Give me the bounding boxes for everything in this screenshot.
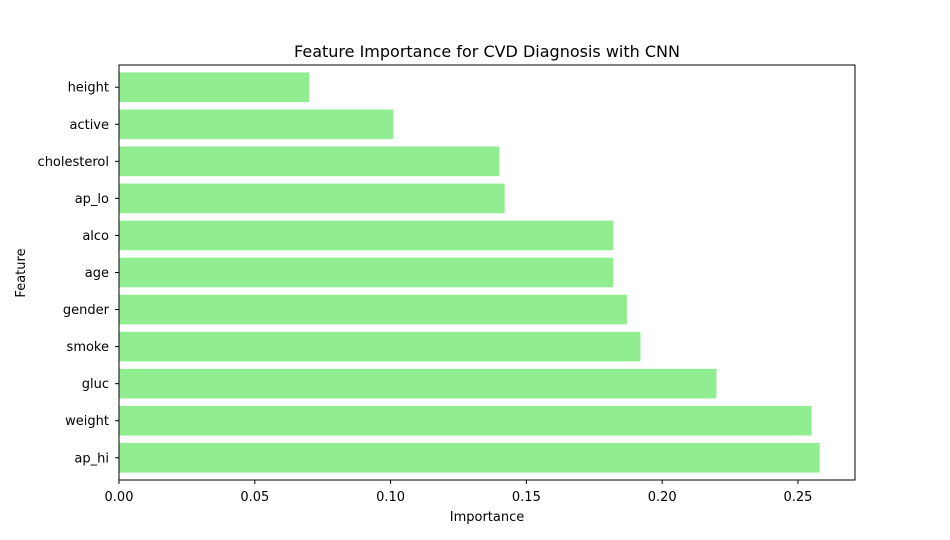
y-tick-label-cholesterol: cholesterol	[38, 155, 109, 170]
y-axis-label: Feature	[14, 248, 29, 297]
y-tick-label-ap_lo: ap_lo	[75, 192, 109, 207]
y-tick-label-gluc: gluc	[82, 377, 109, 392]
x-tick-label: 0.25	[783, 490, 812, 505]
bar-cholesterol	[119, 146, 500, 177]
bar-weight	[119, 405, 812, 436]
chart-title: Feature Importance for CVD Diagnosis wit…	[294, 42, 680, 61]
bar-smoke	[119, 331, 641, 362]
bar-gluc	[119, 368, 717, 399]
bar-age	[119, 257, 614, 288]
plot-area	[119, 72, 820, 473]
y-tick-label-smoke: smoke	[67, 340, 109, 355]
y-tick-label-age: age	[85, 266, 109, 281]
bar-active	[119, 109, 394, 140]
x-tick-label: 0.00	[105, 490, 134, 505]
x-axis: 0.00 0.05 0.10 0.15 0.20 0.25	[105, 480, 812, 505]
x-tick-label: 0.05	[240, 490, 269, 505]
bar-alco	[119, 220, 614, 251]
y-tick-label-height: height	[68, 81, 109, 96]
y-tick-label-ap_hi: ap_hi	[74, 451, 109, 466]
bar-ap_lo	[119, 183, 505, 214]
y-tick-label-gender: gender	[63, 303, 110, 318]
y-tick-label-alco: alco	[82, 229, 109, 244]
y-tick-label-weight: weight	[65, 414, 109, 429]
bar-gender	[119, 294, 627, 325]
y-tick-label-active: active	[69, 118, 109, 133]
bar-height	[119, 72, 310, 103]
x-tick-label: 0.20	[648, 490, 677, 505]
bar-ap_hi	[119, 442, 820, 473]
y-axis: ap_hi weight gluc smoke gender age alco ap_lo ch…	[38, 81, 119, 466]
x-tick-label: 0.10	[376, 490, 405, 505]
x-tick-label: 0.15	[512, 490, 541, 505]
x-axis-label: Importance	[450, 510, 525, 525]
